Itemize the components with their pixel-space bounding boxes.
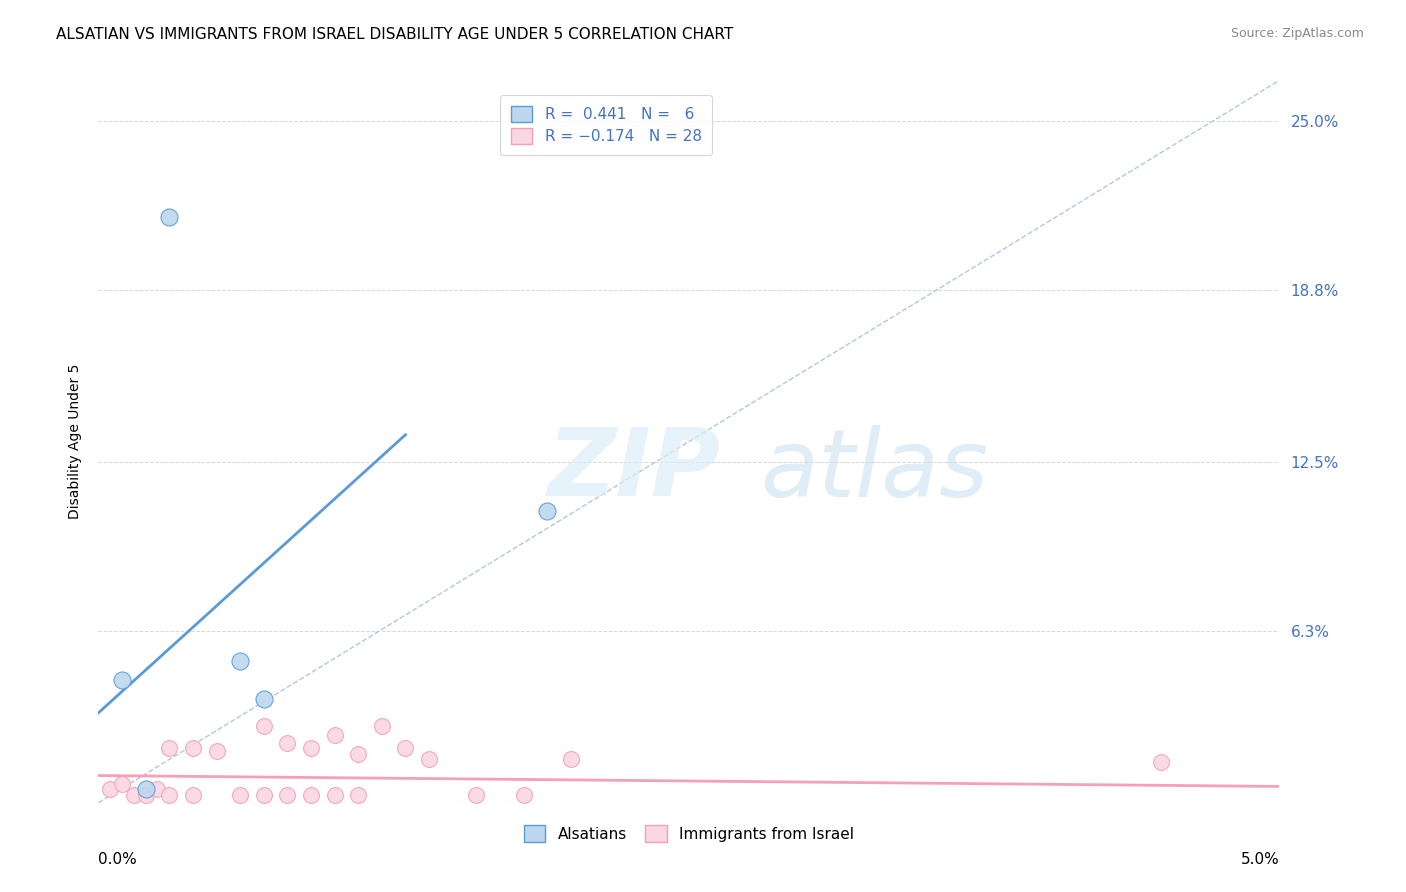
Point <box>560 752 582 766</box>
Point <box>157 741 180 756</box>
Point <box>157 210 180 224</box>
Text: ZIP: ZIP <box>547 425 720 516</box>
Point <box>135 782 157 797</box>
Point <box>229 788 252 802</box>
Point <box>394 741 416 756</box>
Point <box>205 744 228 758</box>
Point <box>146 782 169 797</box>
Y-axis label: Disability Age Under 5: Disability Age Under 5 <box>67 364 82 519</box>
Point <box>253 788 276 802</box>
Point <box>181 788 204 802</box>
Point <box>181 741 204 756</box>
Text: Source: ZipAtlas.com: Source: ZipAtlas.com <box>1230 27 1364 40</box>
Point <box>299 741 322 756</box>
Text: 0.0%: 0.0% <box>98 852 138 867</box>
Point <box>323 788 346 802</box>
Point <box>347 747 370 761</box>
Point <box>371 719 394 733</box>
Text: ALSATIAN VS IMMIGRANTS FROM ISRAEL DISABILITY AGE UNDER 5 CORRELATION CHART: ALSATIAN VS IMMIGRANTS FROM ISRAEL DISAB… <box>56 27 734 42</box>
Point <box>253 719 276 733</box>
Text: 5.0%: 5.0% <box>1240 852 1279 867</box>
Point <box>276 736 298 750</box>
Point <box>98 782 121 797</box>
Point <box>111 673 134 687</box>
Legend: Alsatians, Immigrants from Israel: Alsatians, Immigrants from Israel <box>516 817 862 849</box>
Point <box>418 752 440 766</box>
Text: atlas: atlas <box>759 425 988 516</box>
Point <box>323 728 346 742</box>
Point <box>157 788 180 802</box>
Point <box>512 788 534 802</box>
Point <box>229 654 252 668</box>
Point <box>536 504 558 518</box>
Point <box>299 788 322 802</box>
Point <box>122 788 145 802</box>
Point <box>276 788 298 802</box>
Point <box>1150 755 1173 769</box>
Point <box>347 788 370 802</box>
Point <box>111 777 134 791</box>
Point <box>465 788 488 802</box>
Point <box>135 788 157 802</box>
Point <box>253 692 276 706</box>
